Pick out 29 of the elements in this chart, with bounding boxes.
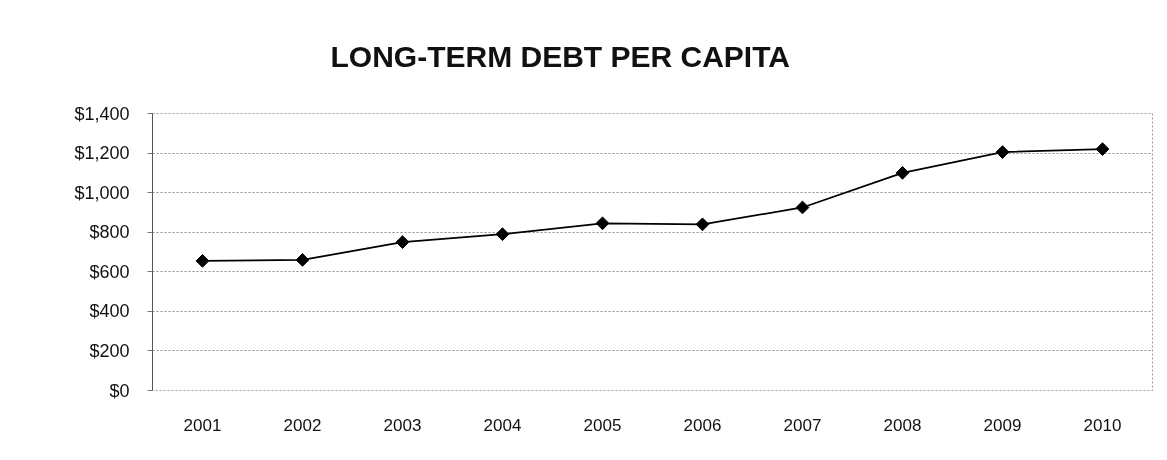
y-tick-label: $800 (89, 222, 130, 243)
chart-title: LONG-TERM DEBT PER CAPITA (330, 39, 790, 73)
x-tick-label: 2001 (183, 415, 222, 435)
y-tick-label: $1,000 (74, 182, 130, 203)
x-tick-label: 2005 (583, 415, 622, 435)
y-tick-label: $400 (89, 301, 130, 322)
x-tick-label: 2009 (983, 415, 1022, 435)
point (395, 235, 410, 249)
y-tick-label: $200 (89, 340, 130, 361)
point (1095, 142, 1110, 156)
point (695, 217, 710, 232)
point (195, 254, 210, 268)
y-tick-label: $1,200 (74, 143, 130, 164)
x-tick-label: 2003 (383, 415, 422, 435)
point (595, 216, 610, 231)
y-tick-label: $0 (109, 380, 130, 401)
x-tick-label: 2010 (1083, 415, 1122, 435)
x-tick-label: 2006 (683, 415, 722, 435)
point (995, 145, 1010, 159)
x-tick-label: 2008 (883, 415, 922, 435)
x-tick-label: 2004 (483, 415, 522, 435)
point (895, 165, 910, 180)
y-tick-label: $600 (89, 261, 130, 282)
point (795, 200, 810, 215)
x-tick-label: 2007 (783, 415, 822, 435)
y-tick-label: $1,400 (74, 103, 130, 124)
x-tick-label: 2002 (283, 415, 322, 435)
point (495, 227, 510, 242)
point (295, 253, 310, 267)
